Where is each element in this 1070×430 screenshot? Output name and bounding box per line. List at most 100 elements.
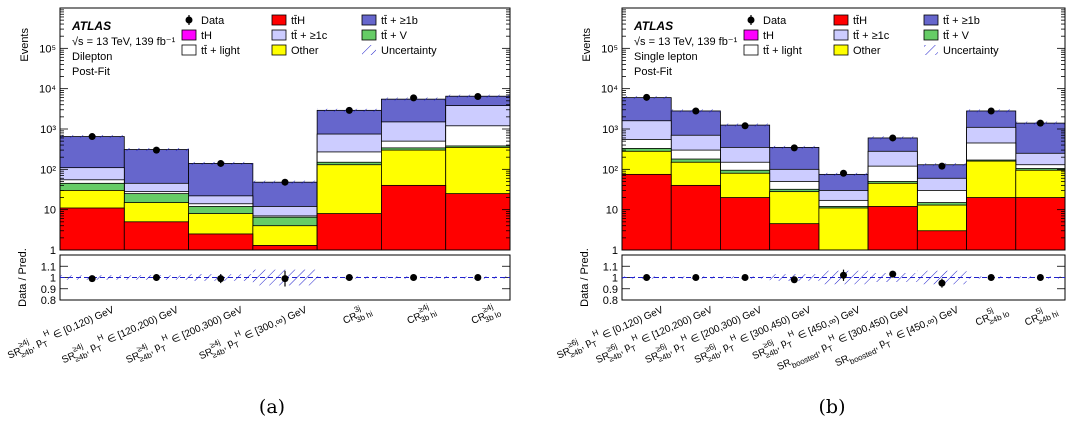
ratio-band-6	[917, 270, 967, 285]
ratio-tick-label-2: 1	[612, 273, 618, 285]
bar-tt-h-6	[916, 230, 967, 251]
legend-swatch-tt-light	[181, 44, 197, 56]
stage-label: Post-Fit	[72, 66, 110, 78]
ratio-tick-label-2: 1	[50, 273, 56, 285]
y-tick-label-0: 1	[50, 245, 56, 257]
legend-swatch-tt-1c	[271, 29, 287, 41]
bar-tt-h-2	[720, 197, 771, 251]
caption-b: (b)	[818, 396, 846, 418]
energy-label: √s = 13 TeV, 139 fb⁻¹	[72, 36, 176, 48]
legend-item-other: Other	[271, 44, 319, 57]
legend-label-tt-1c: tt̄ + ≥1c	[853, 30, 890, 42]
legend-item-th: tH	[181, 29, 212, 42]
data-point-7	[987, 107, 995, 115]
legend-label-tt-h: tt̄H	[291, 15, 305, 27]
ratio-point-4	[345, 274, 353, 281]
data-point-2	[741, 122, 749, 130]
ratio-point-2	[217, 275, 225, 283]
legend-label-data: Data	[201, 15, 225, 27]
bar-tt-h-1	[670, 184, 721, 251]
data-point-5	[889, 134, 897, 142]
legend-b: Data tt̄H tt̄ + ≥1b tH tt̄ + ≥1c tt̄ + V tt̄ +…	[743, 14, 999, 57]
ratio-point-5	[410, 274, 418, 281]
legend-item-tt-1c: tt̄ + ≥1c	[833, 29, 890, 42]
data-point-4	[840, 169, 847, 177]
legend-item-tt-light: tt̄ + light	[181, 44, 240, 57]
data-points-b	[643, 93, 1044, 177]
legend-label-tt-1b: tt̄ + ≥1b	[943, 15, 980, 27]
y-axis-label-b: Events	[581, 28, 593, 62]
ratio-point-3	[790, 276, 798, 284]
legend-swatch-tt-1b	[361, 14, 377, 26]
legend-swatch-tt-v	[923, 29, 939, 41]
legend-item-uncertainty: Uncertainty	[362, 45, 437, 57]
legend-item-uncertainty: Uncertainty	[924, 45, 999, 57]
data-point-3	[790, 144, 798, 152]
legend-swatch-tt-light	[743, 44, 759, 56]
data-point-3	[281, 178, 289, 186]
category-label-2: SR≥4j≥4b, pTH ∈ [200,300) GeV	[123, 300, 246, 369]
legend-label-uncertainty: Uncertainty	[943, 45, 999, 57]
legend-label-th: tH	[201, 30, 212, 42]
legend-item-tt-light: tt̄ + light	[743, 44, 802, 57]
ratio-point-8	[1036, 274, 1044, 281]
y-tick-label-3: 10³	[602, 124, 618, 136]
legend-item-tt-1b: tt̄ + ≥1b	[923, 14, 980, 27]
legend-item-th: tH	[743, 29, 774, 42]
category-label-7: CR5j≥4b lo	[972, 300, 1011, 331]
legend-item-data: Data	[747, 15, 787, 27]
legend-swatch-tt-h	[271, 14, 287, 26]
legend-label-tt-v: tt̄ + V	[381, 30, 408, 42]
y-axis-a: 1 10 10² 10³ 10⁴ 10⁵ Events	[19, 9, 510, 257]
legend-swatch-th	[181, 29, 197, 41]
legend-a: Data tt̄H tt̄ + ≥1b tH tt̄ + ≥1c tt̄ + V tt̄ +…	[181, 14, 437, 57]
legend-item-other: Other	[833, 44, 881, 57]
ratio-point-1	[152, 274, 160, 281]
ratio-point-5	[889, 270, 897, 278]
legend-item-tt-h: tt̄H	[271, 14, 305, 27]
bar-tt-h-5	[381, 184, 447, 251]
category-label-4: CR3j3b hi	[339, 300, 374, 330]
category-label-8: CR5j≥4b hi	[1021, 300, 1060, 331]
legend-swatch-other	[271, 44, 287, 56]
y-axis-label-a: Events	[19, 28, 31, 62]
legend-label-other: Other	[853, 45, 881, 57]
legend-uncertainty-swatch	[362, 45, 376, 55]
ratio-point-0	[643, 274, 651, 281]
bar-tt-h-0	[59, 207, 125, 251]
legend-swatch-tt-h	[833, 14, 849, 26]
category-label-3: SR≥4j≥4b, pTH ∈ [300,∞) GeV	[196, 300, 311, 365]
category-label-5: CR≥4j3b hi	[404, 300, 439, 330]
legend-label-uncertainty: Uncertainty	[381, 45, 437, 57]
data-point-6	[938, 162, 946, 170]
stack-bars-a	[59, 94, 511, 251]
plot-info-b: ATLAS √s = 13 TeV, 139 fb⁻¹ Single lepton P…	[633, 19, 738, 78]
y-tick-label-1: 10	[44, 205, 56, 217]
legend-swatch-tt-1c	[833, 29, 849, 41]
bar-tt-h-5	[867, 206, 918, 251]
data-point-4	[345, 106, 353, 114]
data-point-8	[1036, 119, 1044, 127]
data-point-0	[643, 93, 651, 101]
ratio-point-3	[281, 275, 289, 283]
legend-item-tt-v: tt̄ + V	[361, 29, 408, 42]
legend-swatch-other	[833, 44, 849, 56]
ratio-axis-label-a: Data / Pred.	[17, 248, 29, 307]
data-point-5	[410, 94, 418, 102]
legend-swatch-tt-v	[361, 29, 377, 41]
y-tick-label-0: 1	[612, 245, 618, 257]
data-points-a	[88, 92, 482, 186]
ratio-tick-label-3: 1.1	[603, 261, 618, 273]
data-point-1	[692, 107, 700, 115]
bar-tt-h-0	[621, 173, 672, 251]
bar-tt-h-7	[966, 197, 1017, 251]
bar-tt-h-4	[316, 213, 382, 251]
y-tick-label-2: 10²	[602, 164, 618, 176]
legend-label-tt-light: tt̄ + light	[201, 45, 240, 57]
